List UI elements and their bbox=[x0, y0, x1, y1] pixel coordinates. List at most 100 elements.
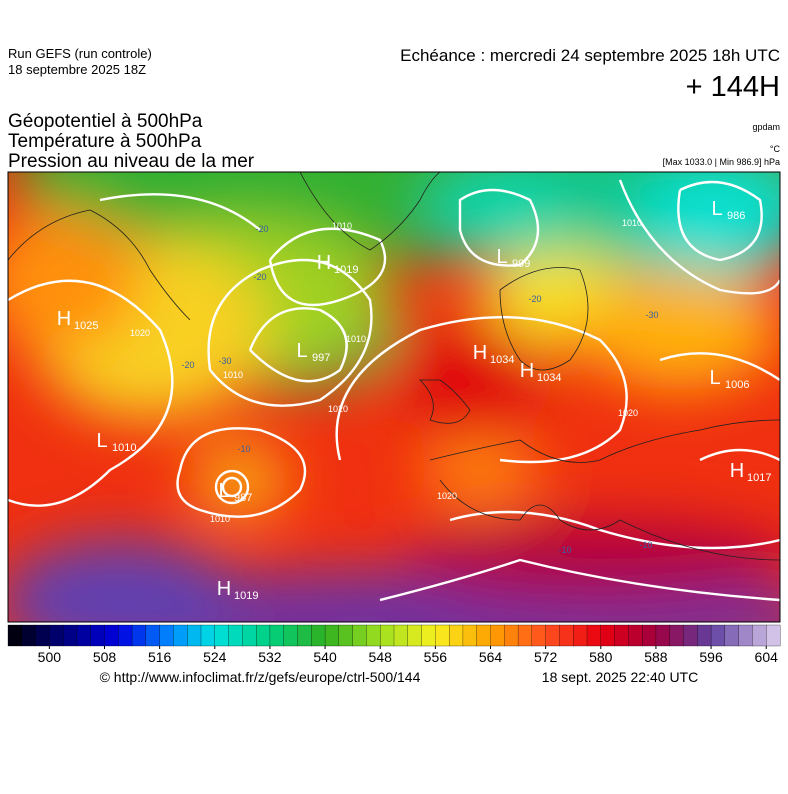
center-type: H bbox=[520, 360, 534, 382]
scale-tick-label: 556 bbox=[424, 649, 448, 665]
center-value: 986 bbox=[727, 210, 745, 222]
scale-swatch bbox=[104, 624, 119, 647]
scale-swatch bbox=[159, 624, 174, 647]
isobar-label: 1010 bbox=[332, 221, 352, 231]
center-type: L bbox=[96, 430, 107, 452]
temp-label: -20 bbox=[253, 272, 266, 282]
echeance: Echéance : mercredi 24 septembre 2025 18… bbox=[400, 46, 780, 65]
scale-tick-label: 532 bbox=[258, 649, 282, 665]
title-line: Géopotentiel à 500hPa bbox=[8, 111, 203, 132]
scale-tick-label: 564 bbox=[479, 649, 503, 665]
scale-swatch bbox=[683, 624, 698, 647]
scale-swatch bbox=[62, 624, 78, 647]
scale-swatch bbox=[586, 624, 602, 647]
center-value: 1034 bbox=[490, 354, 514, 366]
temp-label: -30 bbox=[218, 356, 231, 366]
center-value: 1025 bbox=[74, 320, 98, 332]
scale-swatch bbox=[145, 624, 161, 647]
scale-tick-label: 524 bbox=[203, 649, 227, 665]
scale-swatch bbox=[200, 624, 216, 647]
scale-swatch bbox=[242, 624, 257, 647]
title-line: Température à 500hPa bbox=[8, 131, 202, 152]
isobar-label: 1010 bbox=[622, 218, 642, 228]
isobar-label: 1020 bbox=[437, 491, 457, 501]
scale-swatch bbox=[118, 624, 133, 647]
scale-swatch bbox=[49, 624, 64, 647]
center-value: 999 bbox=[512, 258, 530, 270]
scale-swatch bbox=[573, 624, 588, 647]
center-type: L bbox=[709, 367, 720, 389]
scale-swatch bbox=[21, 624, 37, 647]
center-value: 1034 bbox=[537, 372, 561, 384]
scale-swatch bbox=[531, 624, 547, 647]
center-value: 1017 bbox=[747, 472, 771, 484]
scale-swatch bbox=[628, 624, 643, 647]
center-value: 1006 bbox=[725, 379, 749, 391]
scale-tick-label: 516 bbox=[148, 649, 172, 665]
center-type: H bbox=[473, 342, 487, 364]
scale-tick-label: 580 bbox=[589, 649, 613, 665]
center-type: L bbox=[711, 198, 722, 220]
scale-swatch bbox=[283, 624, 298, 647]
scale-swatch bbox=[490, 624, 505, 647]
source: © http://www.infoclimat.fr/z/gefs/europe… bbox=[100, 669, 421, 685]
title-line: Pression au niveau de la mer bbox=[8, 151, 255, 172]
scale-swatch bbox=[476, 624, 491, 647]
scale-swatch bbox=[407, 624, 423, 647]
scale-swatch bbox=[187, 624, 202, 647]
center-type: L bbox=[296, 340, 307, 362]
center-value: 1010 bbox=[112, 442, 136, 454]
run-date: 18 septembre 2025 18Z bbox=[8, 62, 146, 77]
temp-label: -20 bbox=[255, 224, 268, 234]
scale-tick-label: 596 bbox=[699, 649, 723, 665]
scale-swatch bbox=[269, 624, 285, 647]
lead-time: + 144H bbox=[686, 71, 780, 103]
scale-swatch bbox=[724, 624, 740, 647]
temp-label: -30 bbox=[645, 310, 658, 320]
isobar-label: 1010 bbox=[223, 370, 243, 380]
scale-swatch bbox=[393, 624, 409, 647]
scale-swatch bbox=[352, 624, 367, 647]
scale-tick-label: 500 bbox=[38, 649, 62, 665]
isobar-label: 1020 bbox=[328, 404, 348, 414]
scale-swatch bbox=[600, 624, 616, 647]
scale-swatch bbox=[7, 624, 23, 647]
scale-tick-label: 604 bbox=[755, 649, 779, 665]
contour-labels: 1010 1020 1010 1020 1010 1020 1010 1010 1020 -20 -… bbox=[130, 218, 659, 555]
scale-swatch bbox=[738, 624, 753, 647]
scale-swatch bbox=[462, 624, 478, 647]
scale-tick-label: 508 bbox=[93, 649, 117, 665]
temp-label: -20 bbox=[181, 360, 194, 370]
center-type: H bbox=[217, 578, 231, 600]
scale-swatch bbox=[380, 624, 395, 647]
unit-geo: gpdam bbox=[752, 122, 780, 132]
scale-tick-label: 540 bbox=[313, 649, 337, 665]
scale-swatch bbox=[766, 624, 781, 647]
temp-label: -10 bbox=[639, 540, 652, 550]
scale-swatch bbox=[228, 624, 243, 647]
isobar-label: 1010 bbox=[210, 514, 230, 524]
scale-swatch bbox=[76, 624, 92, 647]
scale-swatch bbox=[697, 624, 712, 647]
scale-swatch bbox=[504, 624, 519, 647]
isobars bbox=[8, 179, 780, 602]
scale-swatch bbox=[655, 624, 671, 647]
pressure-range: [Max 1033.0 | Min 986.9] hPa bbox=[663, 157, 780, 167]
scale-swatch bbox=[517, 624, 533, 647]
scale-swatch bbox=[173, 624, 188, 647]
center-value: 1019 bbox=[234, 590, 258, 602]
scale-swatch bbox=[669, 624, 684, 647]
scale-swatch bbox=[131, 624, 147, 647]
center-type: L bbox=[218, 480, 229, 502]
unit-temp: °C bbox=[770, 144, 781, 154]
color-scale: 500 508 516 524 532 540 548 556 564 572 580 588 596 6… bbox=[7, 624, 781, 665]
scale-swatch bbox=[255, 624, 271, 647]
center-value: 997 bbox=[312, 352, 330, 364]
scale-swatch bbox=[324, 624, 340, 647]
scale-swatch bbox=[311, 624, 326, 647]
isobar-label: 1020 bbox=[130, 328, 150, 338]
center-type: L bbox=[496, 246, 507, 268]
